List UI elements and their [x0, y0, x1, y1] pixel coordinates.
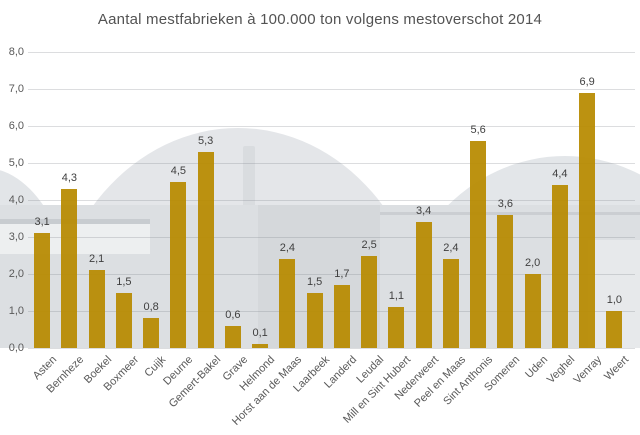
bar-veghel	[551, 185, 568, 348]
y-axis-tick-label: 2,0	[8, 268, 24, 280]
bar-value-label: 2,5	[361, 238, 377, 251]
bar-value-label: 2,1	[88, 253, 105, 266]
bar-weert	[606, 311, 623, 348]
bar-grave	[224, 325, 241, 348]
y-axis-tick-label: 6,0	[8, 120, 24, 132]
bar-value-label: 1,7	[334, 268, 350, 281]
y-axis-tick-label: 5,0	[8, 157, 24, 169]
bar-value-label: 2,4	[279, 242, 296, 255]
gridline	[28, 237, 635, 238]
bar-someren	[497, 214, 514, 348]
bar-bernheze	[61, 188, 78, 348]
gridline	[28, 163, 635, 164]
bar-value-label: 2,0	[524, 257, 541, 269]
bar-deurne	[170, 181, 187, 348]
y-axis-tick-label: 4,0	[8, 194, 24, 206]
bar-laarbeek	[306, 292, 323, 348]
bar-cuijk	[143, 318, 160, 348]
bar-mill-en-sint-hubert	[388, 307, 405, 348]
bar-value-label: 0,1	[252, 327, 268, 340]
gridline	[28, 89, 635, 90]
bar-venray	[579, 92, 596, 348]
backdrop-band-line	[380, 212, 640, 215]
gridline	[28, 311, 635, 312]
bar-value-label: 1,1	[388, 290, 405, 303]
bar-gemert-bakel	[197, 151, 214, 348]
chart-title: Aantal mestfabrieken à 100.000 ton volge…	[97, 11, 543, 28]
bar-value-label: 0,6	[225, 308, 241, 321]
bar-leudal	[361, 255, 378, 348]
bar-horst-aan-de-maas	[279, 259, 296, 348]
gridline	[28, 274, 635, 275]
bar-boekel	[88, 270, 105, 348]
y-axis-tick-label: 0,0	[8, 342, 24, 354]
bar-landerd	[333, 285, 350, 348]
bar-nederweert	[415, 222, 432, 348]
y-axis-tick-label: 7,0	[8, 83, 24, 95]
bar-value-label: 2,4	[443, 242, 459, 255]
gridline	[28, 348, 635, 349]
gridline	[28, 52, 635, 53]
bar-boxmeer	[115, 292, 132, 348]
y-axis-tick-label: 1,0	[8, 305, 24, 317]
bar-value-label: 3,6	[497, 197, 514, 210]
gridline	[28, 200, 635, 201]
bar-peel-en-maas	[442, 259, 459, 348]
bar-value-label: 5,6	[470, 123, 486, 136]
bar-asten	[34, 233, 51, 348]
bar-value-label: 1,5	[306, 275, 323, 288]
bar-value-label: 3,1	[34, 216, 50, 229]
bar-uden	[524, 274, 541, 348]
y-axis-tick-label: 3,0	[8, 231, 24, 243]
bar-value-label: 4,4	[552, 168, 568, 181]
bar-value-label: 0,8	[143, 301, 159, 314]
bar-value-label: 1,0	[606, 294, 623, 306]
bar-helmond	[252, 344, 269, 348]
bar-value-label: 3,4	[415, 205, 432, 218]
backdrop-tower	[243, 146, 255, 210]
gridline	[28, 126, 635, 127]
bar-sint-anthonis	[470, 140, 487, 348]
bar-value-label: 4,5	[170, 164, 187, 177]
bar-value-label: 1,5	[116, 275, 132, 288]
y-axis-tick-label: 8,0	[8, 46, 24, 58]
bar-value-label: 6,9	[579, 75, 595, 88]
bar-value-label: 5,3	[197, 134, 214, 147]
bar-value-label: 4,3	[61, 171, 78, 184]
